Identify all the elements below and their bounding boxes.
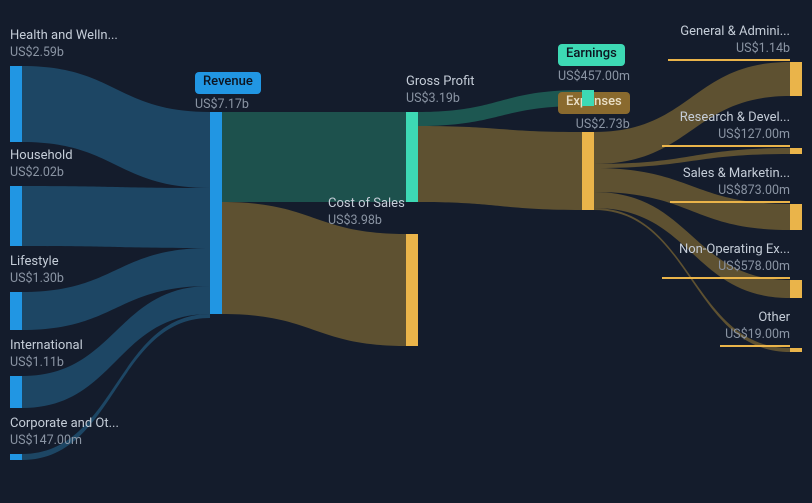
- node-rd-label: Research & Devel... US$127.00m: [662, 110, 790, 147]
- node-cost-sales-label: Cost of Sales US$3.98b: [328, 196, 405, 229]
- node-other-underline: [720, 345, 790, 347]
- node-ga-underline: [668, 59, 790, 61]
- bar-lifestyle: [10, 292, 22, 330]
- bar-revenue: [210, 112, 222, 314]
- node-health-label: Health and Welln... US$2.59b: [10, 28, 118, 61]
- node-sm-underline: [670, 201, 790, 203]
- node-intl-label: International US$1.11b: [10, 338, 83, 371]
- node-revenue-label: Revenue US$7.17b: [195, 72, 261, 113]
- bar-ga: [790, 62, 802, 96]
- flow-gross_profit-to-expenses: [418, 126, 582, 210]
- bar-expenses: [582, 132, 594, 210]
- node-gross-profit-label: Gross Profit US$3.19b: [406, 74, 475, 107]
- bar-gross-profit: [406, 112, 418, 202]
- node-lifestyle-label: Lifestyle US$1.30b: [10, 254, 64, 287]
- bar-sm: [790, 204, 802, 230]
- node-sm-label: Sales & Marketin... US$873.00m: [670, 166, 790, 203]
- bar-nonop: [790, 280, 802, 298]
- bar-corp: [10, 454, 22, 460]
- revenue-pill: Revenue: [195, 72, 261, 94]
- node-nonop-underline: [662, 277, 790, 279]
- flow-household-to-revenue: [22, 186, 210, 248]
- bar-earnings: [582, 90, 594, 106]
- bar-cost-sales: [406, 234, 418, 346]
- node-nonop-label: Non-Operating Ex... US$578.00m: [662, 242, 790, 279]
- earnings-pill: Earnings: [558, 44, 625, 66]
- node-earnings-label: Earnings US$457.00m: [558, 44, 630, 85]
- node-household-label: Household US$2.02b: [10, 148, 73, 181]
- node-rd-underline: [662, 145, 790, 147]
- flow-revenue-to-gross_profit: [222, 112, 406, 202]
- bar-health: [10, 66, 22, 142]
- bar-rd: [790, 148, 802, 154]
- node-other-label: Other US$19.00m: [720, 310, 790, 347]
- bar-intl: [10, 376, 22, 408]
- bar-other: [790, 348, 802, 352]
- node-corp-label: Corporate and Ot... US$147.00m: [10, 416, 119, 449]
- node-ga-label: General & Admini... US$1.14b: [668, 24, 790, 61]
- bar-household: [10, 186, 22, 246]
